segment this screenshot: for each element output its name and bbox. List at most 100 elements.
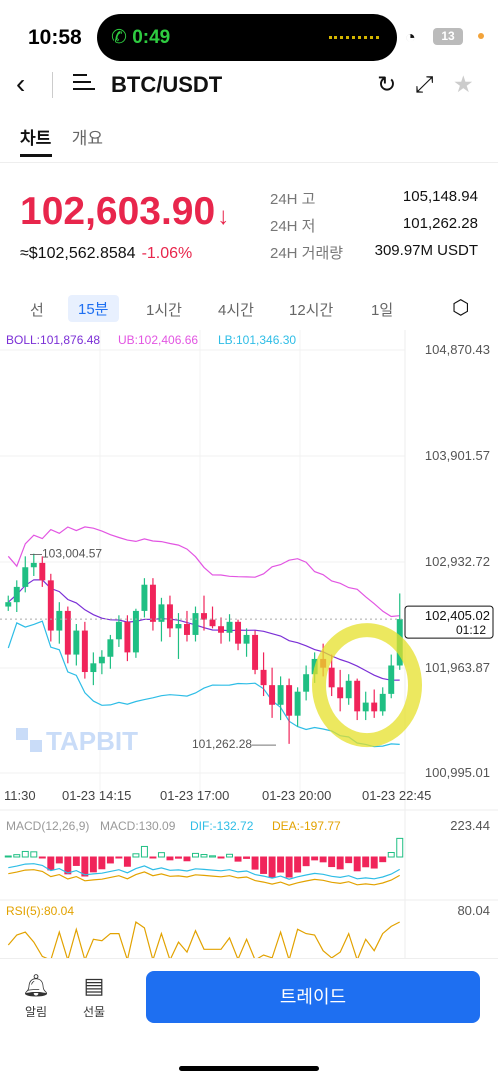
nav-separator [52,72,53,98]
interval-15m[interactable]: 15분 [68,295,119,322]
status-time: 10:58 [28,26,82,49]
call-timer: ✆ 0:49 [111,27,171,48]
price-axis-label: 103,901.57 [425,448,490,463]
dynamic-island[interactable]: ✆ 0:49 [97,14,397,61]
stats-24h: 24H 고 105,148.94 24H 저 101,262.28 24H 거래량 3… [270,188,478,269]
candle-body [303,674,310,692]
bell-icon: 🔔︎ [22,973,50,998]
candle-body [328,667,335,688]
wifi-icon: ◔ [405,27,416,47]
tab-indicator [20,154,52,157]
macd-bar [157,852,165,858]
divider [0,162,498,163]
legend-ub: UB:102,406.66 [118,333,198,347]
candle-body [192,613,199,635]
candle-body [132,610,139,653]
candle-body [30,562,37,568]
macd-bar [123,856,131,867]
candle-body [175,624,182,629]
macd-bar [319,856,327,863]
macd-bar [251,856,259,870]
down-arrow-icon: ↓ [217,203,230,230]
fullscreen-icon[interactable]: ⤢ [415,71,434,97]
candle-body [184,624,190,635]
trade-button[interactable]: 트레이드 [146,971,480,1023]
last-price: 102,603.90↓ [20,190,230,233]
high-price-label: —103,004.57 [30,547,102,561]
tab-overview[interactable]: 개요 [71,129,104,148]
macd-bar [72,856,80,866]
time-axis-label: 11:30 [4,788,36,803]
pair-title[interactable]: BTC/USDT [111,72,223,97]
candle-body [166,604,173,629]
bottom-bar: 🔔︎ 알림 ▤ 선물 트레이드 [0,958,498,1080]
share-icon[interactable]: ↻ [377,71,397,97]
macd-bar [379,856,387,863]
macd-bar [294,856,302,873]
rsi-line [7,920,400,963]
document-icon: ▤ [83,973,105,998]
macd-bar [115,856,123,859]
stat-low: 24H 저 101,262.28 [270,215,478,235]
chart-area[interactable]: BOLL:101,876.48 UB:102,406.66 LB:101,346.3… [0,330,498,963]
battery-icon: 13 [433,28,463,45]
candle-body [98,656,105,664]
macd-bar [243,856,251,859]
macd-bar [64,856,72,875]
macd-bar [353,856,361,872]
highlight-annotation [312,623,422,748]
macd-bar [89,856,97,873]
macd-bar [38,856,46,859]
candle-body [286,685,293,716]
usd-price: ≈$102,562.8584 -1.06% [20,245,193,262]
chart-settings-icon[interactable]: ⬡ [452,297,470,319]
back-icon[interactable]: ‹ [16,68,26,99]
interval-1d[interactable]: 1일 [371,302,394,319]
home-indicator [179,1066,319,1071]
macd-bar [149,856,157,859]
macd-dea-line [8,869,400,886]
macd-bar [362,856,370,868]
candle-body [235,621,242,644]
tab-bar: 차트 개요 [20,124,119,149]
macd-bar [234,856,242,862]
futures-button[interactable]: ▤ 선물 [69,973,119,1020]
candle-body [47,580,54,631]
alert-button[interactable]: 🔔︎ 알림 [11,973,61,1020]
interval-1h[interactable]: 1시간 [146,302,182,319]
time-axis-label: 01-23 22:45 [362,788,431,803]
macd-bar [47,856,55,871]
macd-dif: DIF:-132.72 [190,819,254,833]
candle-body [294,691,301,716]
favorite-star-icon[interactable]: ★ [453,71,474,97]
candlestick-chart[interactable]: BOLL:101,876.48 UB:102,406.66 LB:101,346.3… [0,330,498,963]
price-axis-label: 100,995.01 [425,765,490,780]
candle-body [277,685,284,705]
watermark: TAPBIT [46,726,138,756]
macd-bar [140,845,148,858]
last-price-tag-value: 102,405.02 [425,608,490,623]
menu-icon[interactable] [73,74,95,95]
macd-bar [192,852,199,858]
macd-bar [209,855,216,858]
macd-bar [268,856,276,878]
tab-chart[interactable]: 차트 [20,129,52,148]
boll-upper-line [7,526,400,618]
low-price-label: 101,262.28—— [192,737,276,751]
macd-bar [328,856,336,868]
candle-body [13,586,20,603]
macd-bar [200,854,208,858]
candle-body [73,630,80,655]
time-axis-label: 01-23 17:00 [160,788,229,803]
watermark-logo-icon [30,740,42,752]
candle-body [209,619,216,627]
macd-axis-label: 223.44 [450,818,490,833]
interval-4h[interactable]: 4시간 [218,302,254,319]
interval-12h[interactable]: 12시간 [289,302,334,319]
macd-params: MACD(12,26,9) [6,819,89,833]
candle-body [39,562,46,581]
time-axis-label: 01-23 20:00 [262,788,331,803]
macd-bar [387,852,395,858]
stat-high: 24H 고 105,148.94 [270,188,478,208]
interval-line[interactable]: 선 [30,302,44,319]
